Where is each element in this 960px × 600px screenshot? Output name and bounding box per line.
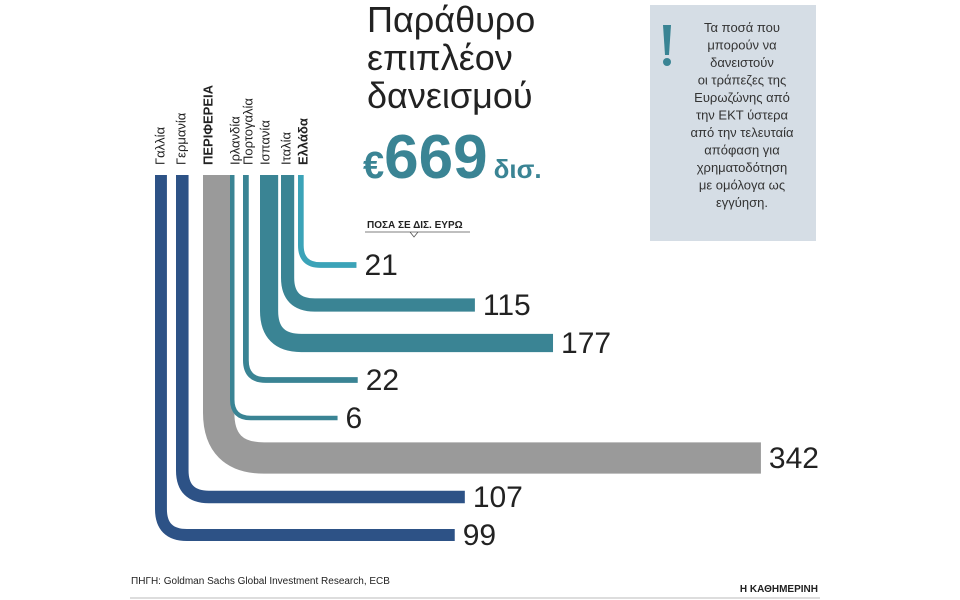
category-label: Γαλλία xyxy=(152,126,167,165)
note-line: Τα ποσά που xyxy=(704,20,780,35)
category-label: Ιρλανδία xyxy=(227,116,242,165)
unit-pointer xyxy=(365,231,470,238)
brand: Η ΚΑΘΗΜΕΡΙΝΗ xyxy=(740,584,818,595)
category-label: Ισπανία xyxy=(257,120,272,165)
category-label: Πορτογαλία xyxy=(240,98,255,165)
value-label: 342 xyxy=(769,442,819,475)
bar xyxy=(230,175,338,421)
value-label: 21 xyxy=(364,249,397,282)
value-label: 107 xyxy=(473,481,523,514)
note-line: εγγύηση. xyxy=(716,195,768,210)
total-prefix: € xyxy=(363,145,384,187)
value-label: 115 xyxy=(483,289,531,322)
note-line: χρηματοδότηση xyxy=(697,160,788,175)
bar xyxy=(298,175,357,268)
note-line: απόφαση για xyxy=(704,143,780,158)
note-line: την ΕΚΤ ύστερα xyxy=(696,108,789,123)
note-line: οι τράπεζες της xyxy=(698,73,787,88)
category-label: ΠΕΡΙΦΕΡΕΙΑ xyxy=(200,84,215,165)
total-unit: δισ. xyxy=(494,154,542,184)
title-line: επιπλέον xyxy=(367,37,513,78)
title-line: δανεισμού xyxy=(367,75,533,116)
source: ΠΗΓΗ: Goldman Sachs Global Investment Re… xyxy=(131,576,390,587)
note-box xyxy=(650,5,816,241)
note-line: Ευρωζώνης από xyxy=(694,90,790,105)
bar xyxy=(155,175,455,541)
note-line: από την τελευταία xyxy=(690,125,793,140)
category-label: Ιταλία xyxy=(278,132,293,165)
unit-label: ΠΟΣΑ ΣΕ ΔΙΣ. ΕΥΡΩ xyxy=(367,220,463,231)
bar xyxy=(203,175,761,474)
bar xyxy=(281,175,475,312)
value-label: 177 xyxy=(561,327,611,360)
note-line: δανειστούν xyxy=(710,55,774,70)
note-icon-dot xyxy=(663,58,671,66)
total: €669 δισ. xyxy=(363,123,542,192)
total-value: 669 xyxy=(384,123,487,192)
category-label: Ελλάδα xyxy=(295,118,310,165)
note-line: με ομόλογα ως xyxy=(699,178,785,193)
bar xyxy=(260,175,554,353)
bar xyxy=(243,175,358,383)
category-label: Γερμανία xyxy=(173,112,188,165)
note-line: μπορούν να xyxy=(707,38,777,53)
value-label: 6 xyxy=(346,402,363,435)
value-label: 22 xyxy=(366,364,399,397)
value-label: 99 xyxy=(463,519,496,552)
title-line: Παράθυρο xyxy=(367,0,535,40)
note-icon xyxy=(663,25,671,55)
bar xyxy=(176,175,465,504)
